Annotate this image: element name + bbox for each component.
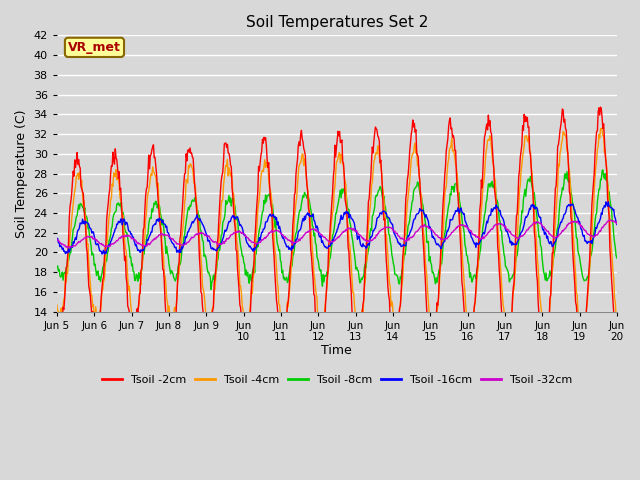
X-axis label: Time: Time bbox=[321, 344, 352, 357]
Title: Soil Temperatures Set 2: Soil Temperatures Set 2 bbox=[246, 15, 428, 30]
Text: VR_met: VR_met bbox=[68, 41, 121, 54]
Legend: Tsoil -2cm, Tsoil -4cm, Tsoil -8cm, Tsoil -16cm, Tsoil -32cm: Tsoil -2cm, Tsoil -4cm, Tsoil -8cm, Tsoi… bbox=[97, 370, 577, 389]
Y-axis label: Soil Temperature (C): Soil Temperature (C) bbox=[15, 109, 28, 238]
